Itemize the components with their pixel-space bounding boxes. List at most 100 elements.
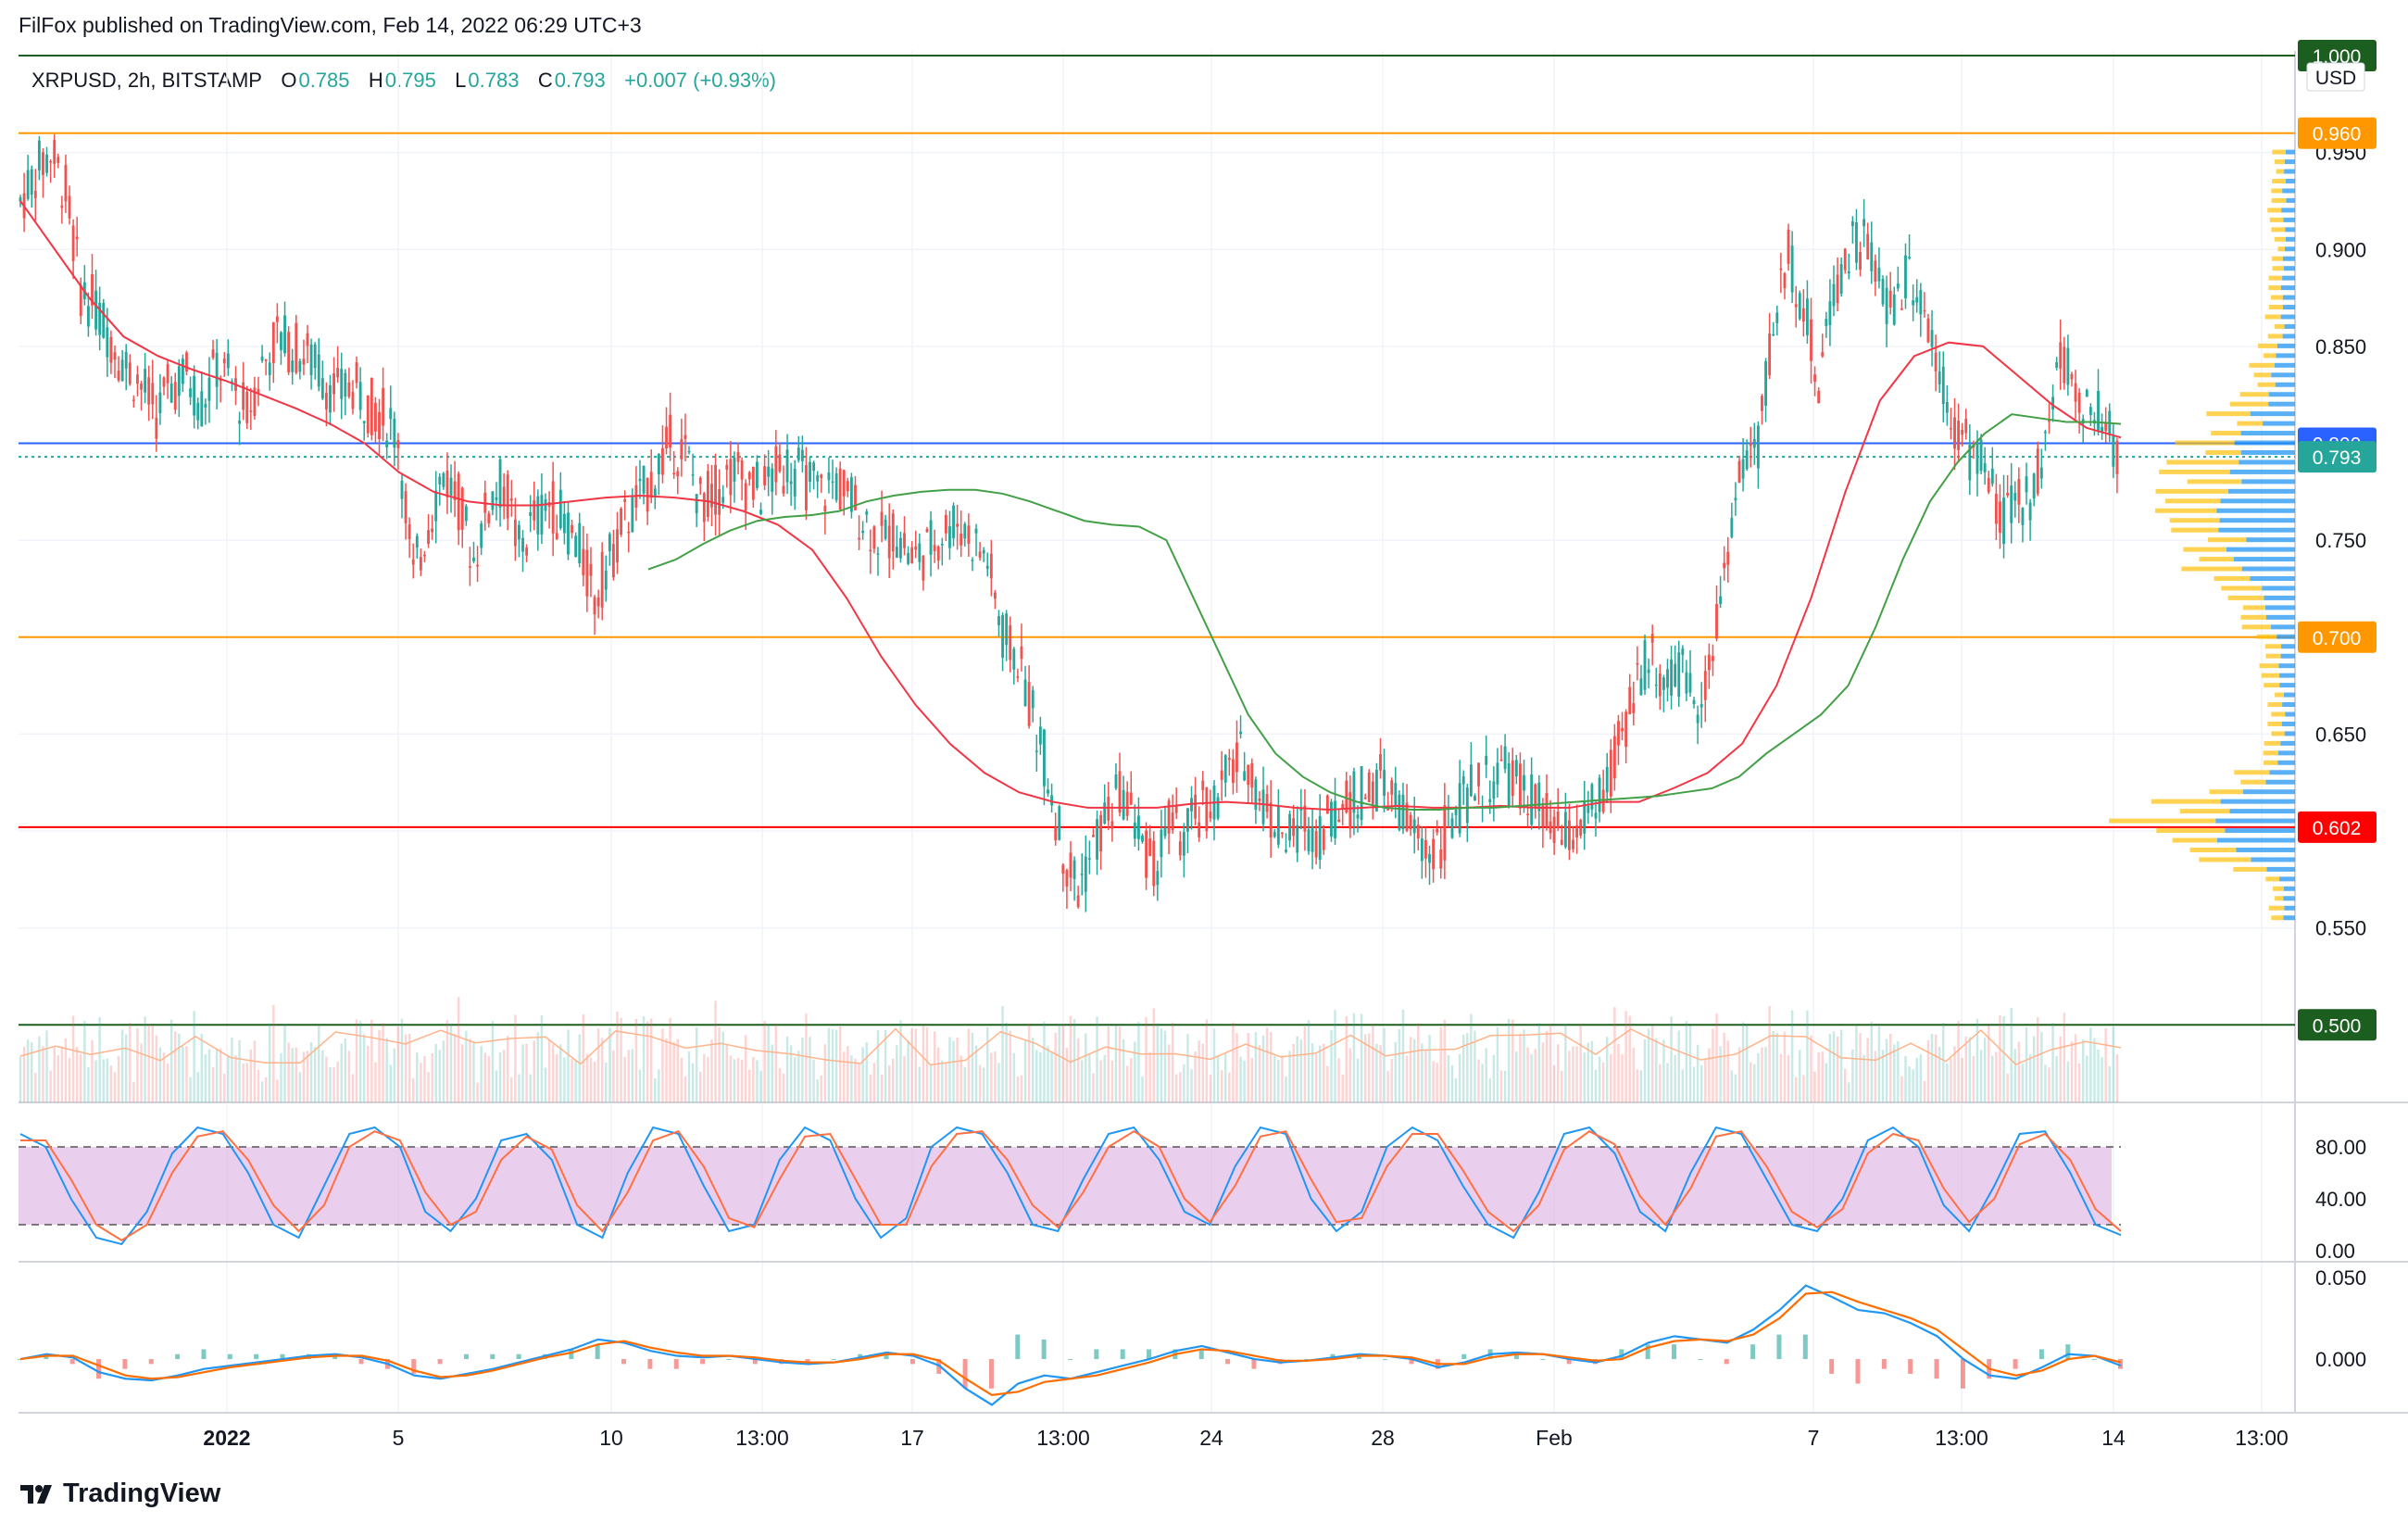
legend-open-label: O (281, 69, 297, 92)
candle-body (1764, 360, 1767, 406)
volume-bar (1772, 1030, 1775, 1102)
legend-symbol[interactable]: XRPUSD, 2h, BITSTAMP (31, 69, 262, 92)
vp-up-bar (2241, 566, 2295, 572)
candle-body (136, 374, 139, 384)
candle-body (747, 472, 751, 480)
volume-bar (994, 1051, 997, 1102)
volume-bar (578, 1034, 581, 1102)
candle-body (162, 377, 166, 387)
candle-body (940, 544, 944, 546)
candle-body (1745, 450, 1749, 470)
candle-body (1530, 774, 1534, 825)
vp-up-bar (2280, 285, 2295, 291)
macd-histogram-bar (621, 1359, 627, 1365)
vp-down-bar (2214, 576, 2251, 581)
candle-body (86, 306, 90, 327)
vp-up-bar (2285, 179, 2295, 184)
volume-bar (60, 1046, 64, 1102)
vp-down-bar (2264, 760, 2278, 765)
vp-down-bar (2249, 362, 2275, 368)
macd-tick-label: 0.000 (2315, 1348, 2366, 1371)
candle-body (1850, 220, 1854, 226)
volume-bar (623, 1056, 626, 1102)
candle-body (1047, 789, 1049, 794)
candle-body (242, 382, 245, 410)
candle-body (1076, 895, 1080, 908)
vp-up-bar (2219, 518, 2295, 523)
volume-bar (1190, 1069, 1193, 1102)
candle-body (1160, 829, 1163, 857)
candle-body (831, 481, 834, 484)
vp-down-bar (2263, 353, 2276, 359)
volume-bar (1220, 1070, 1223, 1102)
volume-bar (567, 1029, 570, 1102)
vp-up-bar (2276, 353, 2295, 359)
stoch-rsi-pane: 80.00 40.00 0.00 (19, 1126, 2366, 1263)
candle-body (1020, 646, 1023, 660)
vp-up-bar (2283, 915, 2295, 921)
volume-bar (1125, 1065, 1129, 1102)
vp-up-bar (2250, 411, 2295, 417)
volume-bar (219, 1048, 222, 1102)
volume-bar (1950, 1058, 1952, 1102)
candle-body (1511, 760, 1514, 797)
volume-bar (1103, 1054, 1106, 1102)
tradingview-footer[interactable]: TradingView (19, 1479, 220, 1509)
candle-body (1299, 808, 1303, 812)
volume-bar (1228, 1072, 1231, 1102)
volume-bar (778, 1067, 782, 1102)
x-tick-label: 14 (2101, 1426, 2126, 1450)
candle-body (1723, 562, 1726, 569)
volume-bar (434, 1043, 437, 1102)
candle-body (1987, 477, 1990, 493)
candle-body (1269, 802, 1273, 838)
candle-body (106, 327, 109, 358)
x-tick-label: 5 (393, 1426, 405, 1450)
volume-bar (2044, 1064, 2047, 1102)
vp-down-bar (2268, 275, 2283, 281)
volume-bar (1360, 1013, 1363, 1102)
candle-body (518, 524, 520, 540)
volume-bar (805, 1013, 808, 1102)
candle-body (1537, 782, 1541, 812)
volume-bar (1836, 1036, 1839, 1102)
volume-bar (169, 1019, 173, 1102)
volume-bar (1737, 1047, 1741, 1102)
vp-up-bar (2226, 547, 2295, 552)
candle-body (151, 383, 155, 405)
candle-body (1674, 663, 1677, 686)
candle-body (1670, 659, 1674, 696)
volume-bar (483, 1052, 486, 1102)
candle-body (453, 481, 457, 500)
candle-body (1752, 439, 1756, 448)
volume-bar (971, 1032, 974, 1102)
candle-body (1005, 613, 1009, 646)
volume-bar (1515, 1051, 1518, 1102)
candle-body (1205, 787, 1209, 832)
candle-body (1439, 849, 1443, 869)
volume-bar (2059, 1036, 2062, 1102)
candle-body (1526, 813, 1530, 816)
volume-bar (1167, 1044, 1171, 1102)
volume-bar (665, 1038, 668, 1102)
candle-body (1647, 669, 1650, 673)
volume-bar (120, 1029, 124, 1102)
volume-bar (1314, 1053, 1318, 1102)
vp-down-bar (2275, 692, 2284, 698)
macd-histogram-bar (1960, 1359, 1965, 1389)
candle-body (1699, 704, 1703, 708)
candle-body (827, 472, 831, 481)
volume-bar (865, 1042, 868, 1102)
candle-body (771, 468, 774, 492)
macd-histogram-bar (1304, 1359, 1310, 1361)
volume-bar (816, 1079, 819, 1102)
vp-up-bar (2229, 809, 2295, 814)
volume-bar (1802, 1075, 1805, 1102)
candle-body (419, 557, 422, 571)
candle-body (1171, 812, 1174, 831)
candle-body (291, 360, 295, 372)
candle-body (449, 477, 453, 496)
x-tick-label: 13:00 (735, 1426, 789, 1450)
vp-up-bar (2283, 896, 2295, 901)
